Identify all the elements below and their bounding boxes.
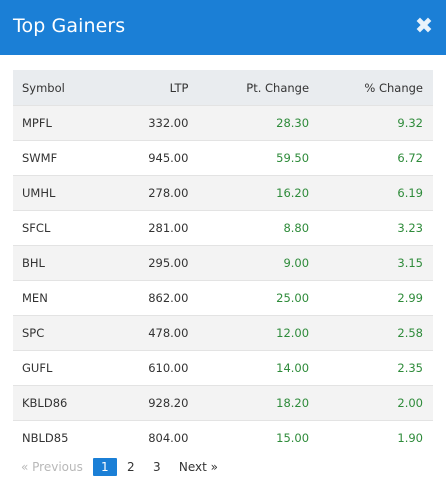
cell-symbol: GUFL <box>22 361 53 375</box>
gainers-table-container: Symbol LTP Pt. Change % Change MPFL 332.… <box>13 70 433 456</box>
column-header-pct-change[interactable]: % Change <box>364 80 423 95</box>
table-row[interactable]: BHL 295.00 9.00 3.15 <box>13 245 433 281</box>
cell-pt-change: 14.00 <box>276 361 310 375</box>
table-row[interactable]: UMHL 278.00 16.20 6.19 <box>13 175 433 211</box>
cell-pct-change: 3.15 <box>397 256 423 270</box>
close-icon[interactable]: ✖ <box>414 14 434 39</box>
cell-pct-change: 6.19 <box>397 186 423 200</box>
cell-pt-change: 59.50 <box>276 151 310 165</box>
cell-pct-change: 1.90 <box>397 431 423 446</box>
cell-symbol: MPFL <box>22 116 52 130</box>
cell-symbol: SFCL <box>22 221 51 235</box>
table-row[interactable]: SWMF 945.00 59.50 6.72 <box>13 140 433 176</box>
cell-pct-change: 6.72 <box>397 151 423 165</box>
cell-symbol: SPC <box>22 326 45 340</box>
next-page-button[interactable]: Next » <box>178 460 218 474</box>
table-row[interactable]: MPFL 332.00 28.30 9.32 <box>13 105 433 141</box>
table-header-row: Symbol LTP Pt. Change % Change <box>13 70 433 106</box>
modal-title: Top Gainers <box>13 15 126 37</box>
cell-ltp: 928.20 <box>148 396 189 410</box>
cell-symbol: MEN <box>22 291 48 305</box>
cell-symbol: UMHL <box>22 186 56 200</box>
table-row[interactable]: KBLD86 928.20 18.20 2.00 <box>13 385 433 421</box>
table-row[interactable]: GUFL 610.00 14.00 2.35 <box>13 350 433 386</box>
cell-ltp: 945.00 <box>148 151 189 165</box>
cell-pt-change: 9.00 <box>283 256 310 270</box>
cell-pt-change: 8.80 <box>283 221 310 235</box>
table-row[interactable]: NBLD85 804.00 15.00 1.90 <box>13 420 433 456</box>
table-row[interactable]: SPC 478.00 12.00 2.58 <box>13 315 433 351</box>
page-button-1[interactable]: 1 <box>92 458 117 476</box>
cell-ltp: 295.00 <box>148 256 189 270</box>
cell-pt-change: 16.20 <box>276 186 310 200</box>
cell-pt-change: 25.00 <box>276 291 310 305</box>
page-button-3[interactable]: 3 <box>153 460 161 474</box>
cell-ltp: 610.00 <box>148 361 189 375</box>
cell-pt-change: 15.00 <box>276 431 310 446</box>
pagination: « Previous 1 2 3 Next » <box>21 457 218 477</box>
cell-ltp: 862.00 <box>148 291 189 305</box>
column-header-ltp[interactable]: LTP <box>169 80 189 95</box>
cell-ltp: 281.00 <box>148 221 189 235</box>
page-button-2[interactable]: 2 <box>127 460 135 474</box>
table-row[interactable]: MEN 862.00 25.00 2.99 <box>13 280 433 316</box>
cell-ltp: 804.00 <box>148 431 189 446</box>
cell-pct-change: 3.23 <box>397 221 423 235</box>
cell-pct-change: 2.99 <box>397 291 423 305</box>
cell-pt-change: 12.00 <box>276 326 310 340</box>
column-header-symbol[interactable]: Symbol <box>22 80 65 95</box>
cell-pt-change: 28.30 <box>276 116 310 130</box>
cell-symbol: KBLD86 <box>22 396 68 410</box>
cell-symbol: SWMF <box>22 151 58 165</box>
previous-page-button[interactable]: « Previous <box>21 460 83 474</box>
gainers-table: Symbol LTP Pt. Change % Change MPFL 332.… <box>13 70 433 456</box>
cell-symbol: BHL <box>22 256 45 270</box>
cell-ltp: 332.00 <box>148 116 189 130</box>
modal-header: Top Gainers ✖ <box>0 0 446 55</box>
cell-pt-change: 18.20 <box>276 396 310 410</box>
cell-pct-change: 2.00 <box>397 396 423 410</box>
cell-pct-change: 2.58 <box>397 326 423 340</box>
cell-ltp: 278.00 <box>148 186 189 200</box>
cell-pct-change: 9.32 <box>397 116 423 130</box>
cell-symbol: NBLD85 <box>22 431 69 446</box>
cell-ltp: 478.00 <box>148 326 189 340</box>
cell-pct-change: 2.35 <box>397 361 423 375</box>
table-row[interactable]: SFCL 281.00 8.80 3.23 <box>13 210 433 246</box>
column-header-pt-change[interactable]: Pt. Change <box>246 80 310 95</box>
